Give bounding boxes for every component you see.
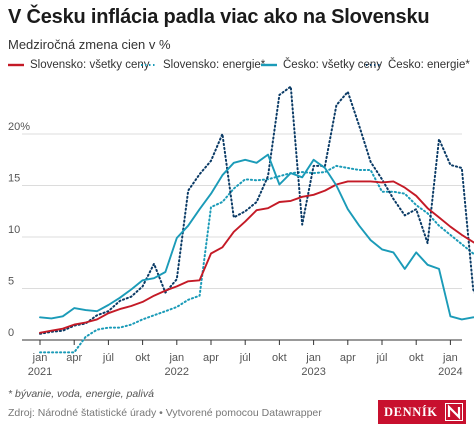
y-tick-label: 5 — [8, 276, 14, 288]
logo-text: DENNÍK — [384, 404, 438, 419]
legend-swatch-dotted-navy — [366, 64, 382, 66]
x-tick-label: jan — [305, 352, 321, 364]
x-tick-label: okt — [272, 352, 287, 364]
x-tick-year-label: 2024 — [438, 366, 462, 378]
x-tick-label: júl — [375, 352, 387, 364]
x-tick-label: jan — [32, 352, 48, 364]
legend-label: Česko: všetky ceny — [283, 59, 383, 71]
chart-legend: Slovensko: všetky ceny Slovensko: energi… — [8, 59, 470, 79]
series-line-sk-all — [39, 180, 474, 334]
dennik-n-logo: DENNÍK — [378, 400, 466, 424]
legend-swatch-solid-teal — [261, 63, 277, 67]
series-line-cz-all — [39, 153, 474, 321]
x-tick-label: jan — [442, 352, 458, 364]
legend-label: Slovensko: energie* — [163, 59, 266, 71]
x-tick-label: apr — [66, 352, 82, 364]
logo-n-icon — [445, 403, 463, 421]
y-tick-label: 15 — [8, 173, 20, 185]
legend-item-cz-energy: Česko: energie* — [366, 59, 470, 71]
x-tick-label: jan — [168, 352, 184, 364]
source-note: Zdroj: Národné štatistické úrady • Vytvo… — [8, 407, 322, 419]
x-tick-label: okt — [409, 352, 424, 364]
legend-item-sk-energy: Slovensko: energie* — [141, 59, 265, 71]
legend-swatch-dotted-teal — [141, 64, 157, 66]
y-tick-label: 10 — [8, 224, 20, 236]
line-chart: 0 5 10 15 20% jan 2021 apr júl okt jan 2022 apr júl ok… — [8, 85, 474, 378]
legend-label: Česko: energie* — [388, 59, 470, 71]
x-tick-label: júl — [102, 352, 114, 364]
legend-item-sk-all: Slovensko: všetky ceny — [8, 59, 150, 71]
legend-swatch-solid-red — [8, 63, 24, 67]
legend-label: Slovensko: všetky ceny — [30, 59, 150, 71]
x-tick-year-label: 2021 — [28, 366, 52, 378]
legend-item-cz-all: Česko: všetky ceny — [261, 59, 382, 71]
chart-title: V Česku inflácia padla viac ako na Slove… — [8, 6, 430, 28]
chart-subtitle: Medziročná zmena cien v % — [8, 37, 171, 52]
y-tick-label: 20% — [8, 121, 30, 133]
y-tick-label: 0 — [8, 327, 14, 339]
x-tick-label: apr — [340, 352, 356, 364]
x-tick-year-label: 2022 — [165, 366, 189, 378]
x-tick-year-label: 2023 — [301, 366, 325, 378]
x-tick-label: júl — [239, 352, 251, 364]
x-tick-label: apr — [203, 352, 219, 364]
series-line-sk-energy — [39, 164, 474, 354]
footnote: * bývanie, voda, energie, palivá — [8, 388, 154, 400]
x-tick-label: okt — [135, 352, 150, 364]
series-line-cz-energy — [39, 85, 474, 335]
